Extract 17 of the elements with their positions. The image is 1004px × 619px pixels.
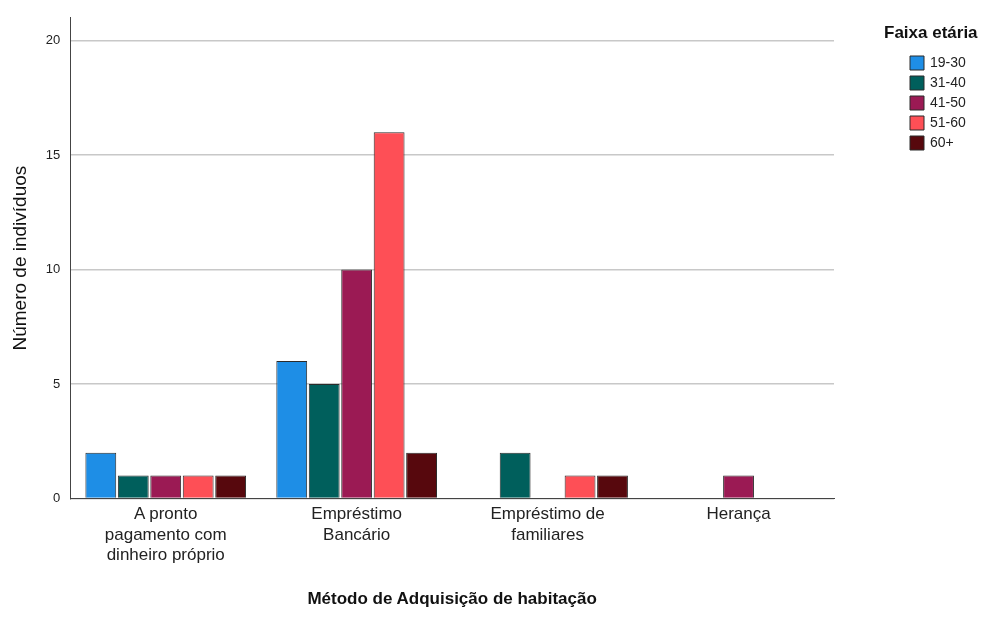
legend-label: 41-50 (930, 93, 967, 110)
legend-label: 51-60 (930, 113, 967, 130)
x-tick-label: Herança (706, 504, 772, 524)
legend-label: 19-30 (930, 53, 967, 70)
y-tick-label: 5 (53, 375, 61, 391)
y-tick-label: 0 (53, 489, 61, 505)
y-tick-label: 20 (45, 32, 61, 48)
y-tick-label: 10 (45, 261, 61, 277)
x-tick-label: Empréstimo Bancário (311, 504, 403, 544)
x-axis-title: Método de Adquisição de habitação (307, 589, 597, 609)
y-tick-label: 15 (45, 146, 61, 162)
legend-label: 31-40 (930, 73, 967, 90)
x-tick-label: A pronto pagamento com dinheiro próprio (104, 504, 227, 565)
x-tick-label: Empréstimo de familiares (490, 504, 605, 544)
legend-label: 60+ (930, 133, 954, 150)
y-axis-title: Número de indivíduos (8, 165, 30, 351)
legend-title: Faixa etária (884, 22, 979, 42)
